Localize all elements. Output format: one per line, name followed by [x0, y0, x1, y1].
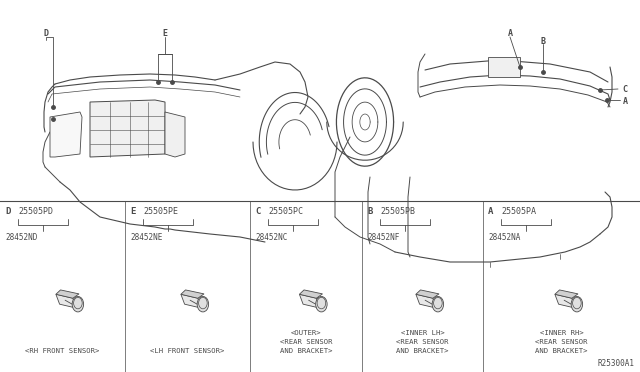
Text: <OUTER>: <OUTER>	[291, 330, 321, 336]
Text: 25505PD: 25505PD	[18, 207, 53, 216]
Text: <LH FRONT SENSOR>: <LH FRONT SENSOR>	[150, 348, 225, 354]
Text: <REAR SENSOR: <REAR SENSOR	[535, 339, 588, 345]
Ellipse shape	[316, 296, 327, 312]
Text: <REAR SENSOR: <REAR SENSOR	[396, 339, 449, 345]
Text: <INNER RH>: <INNER RH>	[540, 330, 584, 336]
Polygon shape	[416, 294, 436, 308]
Text: 28452NC: 28452NC	[255, 233, 287, 242]
Polygon shape	[555, 294, 575, 308]
Text: D: D	[5, 207, 10, 216]
Text: R25300A1: R25300A1	[598, 359, 635, 368]
Text: AND BRACKET>: AND BRACKET>	[396, 348, 449, 354]
Text: 25505PC: 25505PC	[268, 207, 303, 216]
Polygon shape	[90, 100, 165, 157]
Text: B: B	[541, 38, 545, 46]
Ellipse shape	[432, 296, 444, 312]
Ellipse shape	[72, 296, 84, 312]
Polygon shape	[181, 290, 204, 298]
Text: 28452ND: 28452ND	[5, 233, 37, 242]
Text: 28452NA: 28452NA	[488, 233, 520, 242]
Text: 28452NF: 28452NF	[367, 233, 399, 242]
Polygon shape	[165, 112, 185, 157]
Ellipse shape	[197, 296, 209, 312]
Polygon shape	[300, 294, 320, 308]
Polygon shape	[56, 294, 77, 308]
Text: <INNER LH>: <INNER LH>	[401, 330, 444, 336]
Text: <RH FRONT SENSOR>: <RH FRONT SENSOR>	[26, 348, 100, 354]
Text: 25505PA: 25505PA	[501, 207, 536, 216]
Text: 28452NE: 28452NE	[130, 233, 163, 242]
Text: A: A	[623, 97, 627, 106]
Polygon shape	[300, 290, 323, 298]
Text: 25505PE: 25505PE	[143, 207, 178, 216]
Polygon shape	[488, 57, 520, 77]
Polygon shape	[555, 290, 578, 298]
Text: <REAR SENSOR: <REAR SENSOR	[280, 339, 332, 345]
Ellipse shape	[571, 296, 582, 312]
Text: D: D	[44, 29, 49, 38]
Polygon shape	[416, 290, 439, 298]
Text: E: E	[130, 207, 136, 216]
Text: B: B	[367, 207, 372, 216]
Text: A: A	[488, 207, 493, 216]
Text: C: C	[623, 84, 627, 93]
Polygon shape	[56, 290, 79, 298]
Text: E: E	[163, 29, 168, 38]
Text: 25505PB: 25505PB	[380, 207, 415, 216]
Text: C: C	[255, 207, 260, 216]
Text: AND BRACKET>: AND BRACKET>	[535, 348, 588, 354]
Text: AND BRACKET>: AND BRACKET>	[280, 348, 332, 354]
Polygon shape	[181, 294, 202, 308]
Polygon shape	[50, 112, 82, 157]
Text: A: A	[508, 29, 513, 38]
